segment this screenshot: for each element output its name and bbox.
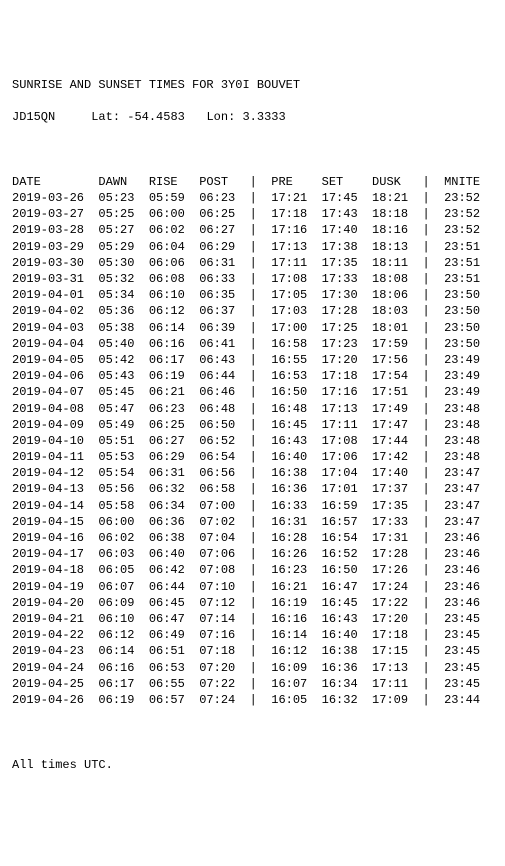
location-line: JD15QN Lat: -54.4583 Lon: 3.3333 bbox=[12, 109, 493, 125]
footer-note: All times UTC. bbox=[12, 757, 493, 773]
blank-line bbox=[12, 142, 493, 158]
blank-line bbox=[12, 724, 493, 740]
lon-value: 3.3333 bbox=[242, 110, 285, 124]
callsign: JD15QN bbox=[12, 110, 55, 124]
sun-times-table: DATE DAWN RISE POST | PRE SET DUSK | MNI… bbox=[12, 174, 493, 708]
page-title: SUNRISE AND SUNSET TIMES FOR 3Y0I BOUVET bbox=[12, 77, 493, 93]
lat-value: -54.4583 bbox=[127, 110, 185, 124]
lon-label: Lon: bbox=[206, 110, 235, 124]
lat-label: Lat: bbox=[91, 110, 120, 124]
